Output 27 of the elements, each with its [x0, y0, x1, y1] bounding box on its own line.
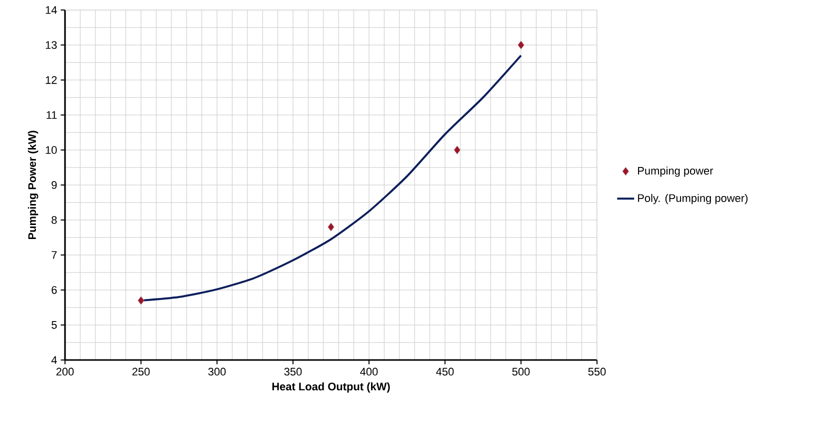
y-tick-label: 9 — [52, 181, 57, 189]
x-tick-label: 400 — [360, 368, 378, 376]
y-tick-label: 14 — [46, 6, 57, 14]
point — [138, 296, 144, 305]
y-tick-label: 4 — [51, 356, 57, 364]
x-axis-title: Heat Load Output (kW) — [272, 382, 390, 393]
x-tick-label: 500 — [512, 368, 530, 376]
y-tick-label: 10 — [46, 146, 57, 154]
y-tick-label: 8 — [52, 216, 57, 224]
y-axis-title: Pumping Power (kW) — [28, 130, 38, 240]
legend-label: Poly. (Pumping power) — [638, 194, 748, 204]
y-tick-label: 5 — [52, 321, 57, 329]
point — [454, 146, 460, 154]
y-tick-label: 13 — [46, 41, 57, 49]
y-tick-label: 12 — [46, 76, 57, 84]
point — [328, 222, 334, 232]
y-tick-label: 6 — [52, 286, 57, 294]
x-tick-label: 450 — [436, 368, 454, 376]
y-tick-label: 7 — [52, 251, 57, 259]
y-tick-label: 11 — [46, 111, 57, 119]
legend-label: Pumping power — [638, 166, 714, 177]
point — [518, 40, 524, 50]
x-tick-label: 300 — [208, 368, 226, 376]
x-tick-label: 550 — [588, 368, 606, 376]
x-tick-label: 250 — [132, 368, 150, 376]
x-tick-label: 200 — [56, 368, 74, 376]
x-tick-label: 350 — [284, 368, 302, 376]
